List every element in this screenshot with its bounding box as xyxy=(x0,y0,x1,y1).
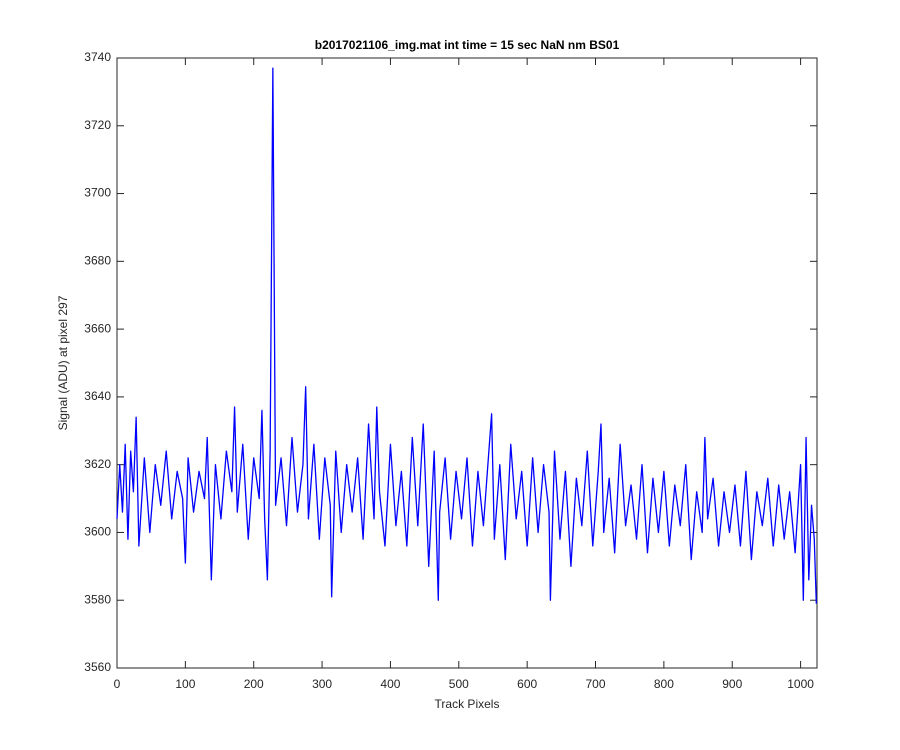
x-tick-label: 500 xyxy=(449,677,469,691)
y-tick-label: 3660 xyxy=(84,321,111,335)
x-tick-label: 700 xyxy=(586,677,606,691)
y-tick-label: 3580 xyxy=(84,592,111,606)
x-tick-label: 200 xyxy=(244,677,264,691)
y-tick-label: 3680 xyxy=(84,254,111,268)
y-axis-label: Signal (ADU) at pixel 297 xyxy=(56,295,70,430)
axes-box xyxy=(116,57,818,669)
y-tick-label: 3700 xyxy=(84,186,111,200)
y-tick-label: 3620 xyxy=(84,457,111,471)
x-axis-label: Track Pixels xyxy=(435,697,500,711)
chart-title: b2017021106_img.mat int time = 15 sec Na… xyxy=(315,38,620,52)
x-tick-label: 1000 xyxy=(787,677,814,691)
x-tick-label: 400 xyxy=(380,677,400,691)
y-tick-label: 3740 xyxy=(84,50,111,64)
y-tick-label: 3600 xyxy=(84,525,111,539)
y-tick-label: 3720 xyxy=(84,118,111,132)
x-tick-label: 800 xyxy=(654,677,674,691)
x-tick-label: 600 xyxy=(517,677,537,691)
x-tick-label: 900 xyxy=(722,677,742,691)
x-tick-label: 100 xyxy=(175,677,195,691)
x-tick-label: 0 xyxy=(114,677,121,691)
signal-line xyxy=(116,67,817,604)
y-tick-label: 3560 xyxy=(84,660,111,674)
y-tick-label: 3640 xyxy=(84,389,111,403)
x-tick-label: 300 xyxy=(312,677,332,691)
